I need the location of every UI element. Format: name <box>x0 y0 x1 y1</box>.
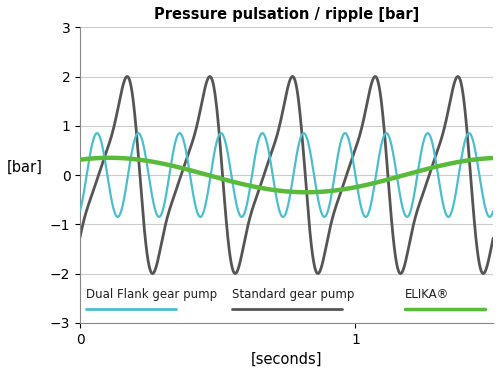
Text: Standard gear pump: Standard gear pump <box>232 288 354 301</box>
Title: Pressure pulsation / ripple [bar]: Pressure pulsation / ripple [bar] <box>154 7 419 22</box>
Text: ELIKA®: ELIKA® <box>405 288 450 301</box>
Text: Dual Flank gear pump: Dual Flank gear pump <box>86 288 216 301</box>
Y-axis label: [bar]: [bar] <box>7 160 43 175</box>
X-axis label: [seconds]: [seconds] <box>251 352 322 367</box>
